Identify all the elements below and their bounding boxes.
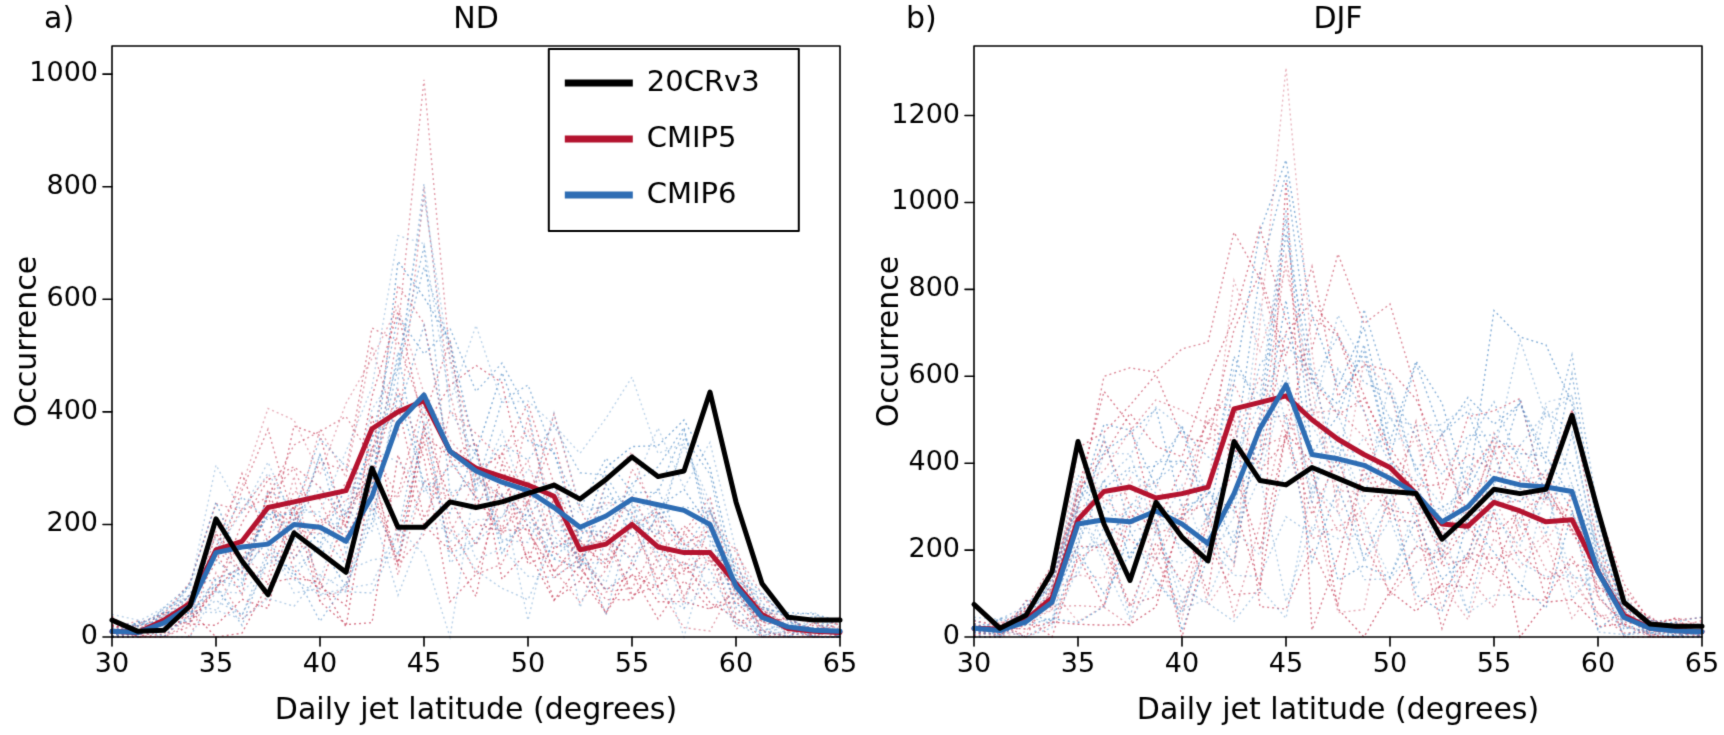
panel-a-nd-chart [0, 0, 862, 735]
panel-b-djf-chart [862, 0, 1724, 735]
